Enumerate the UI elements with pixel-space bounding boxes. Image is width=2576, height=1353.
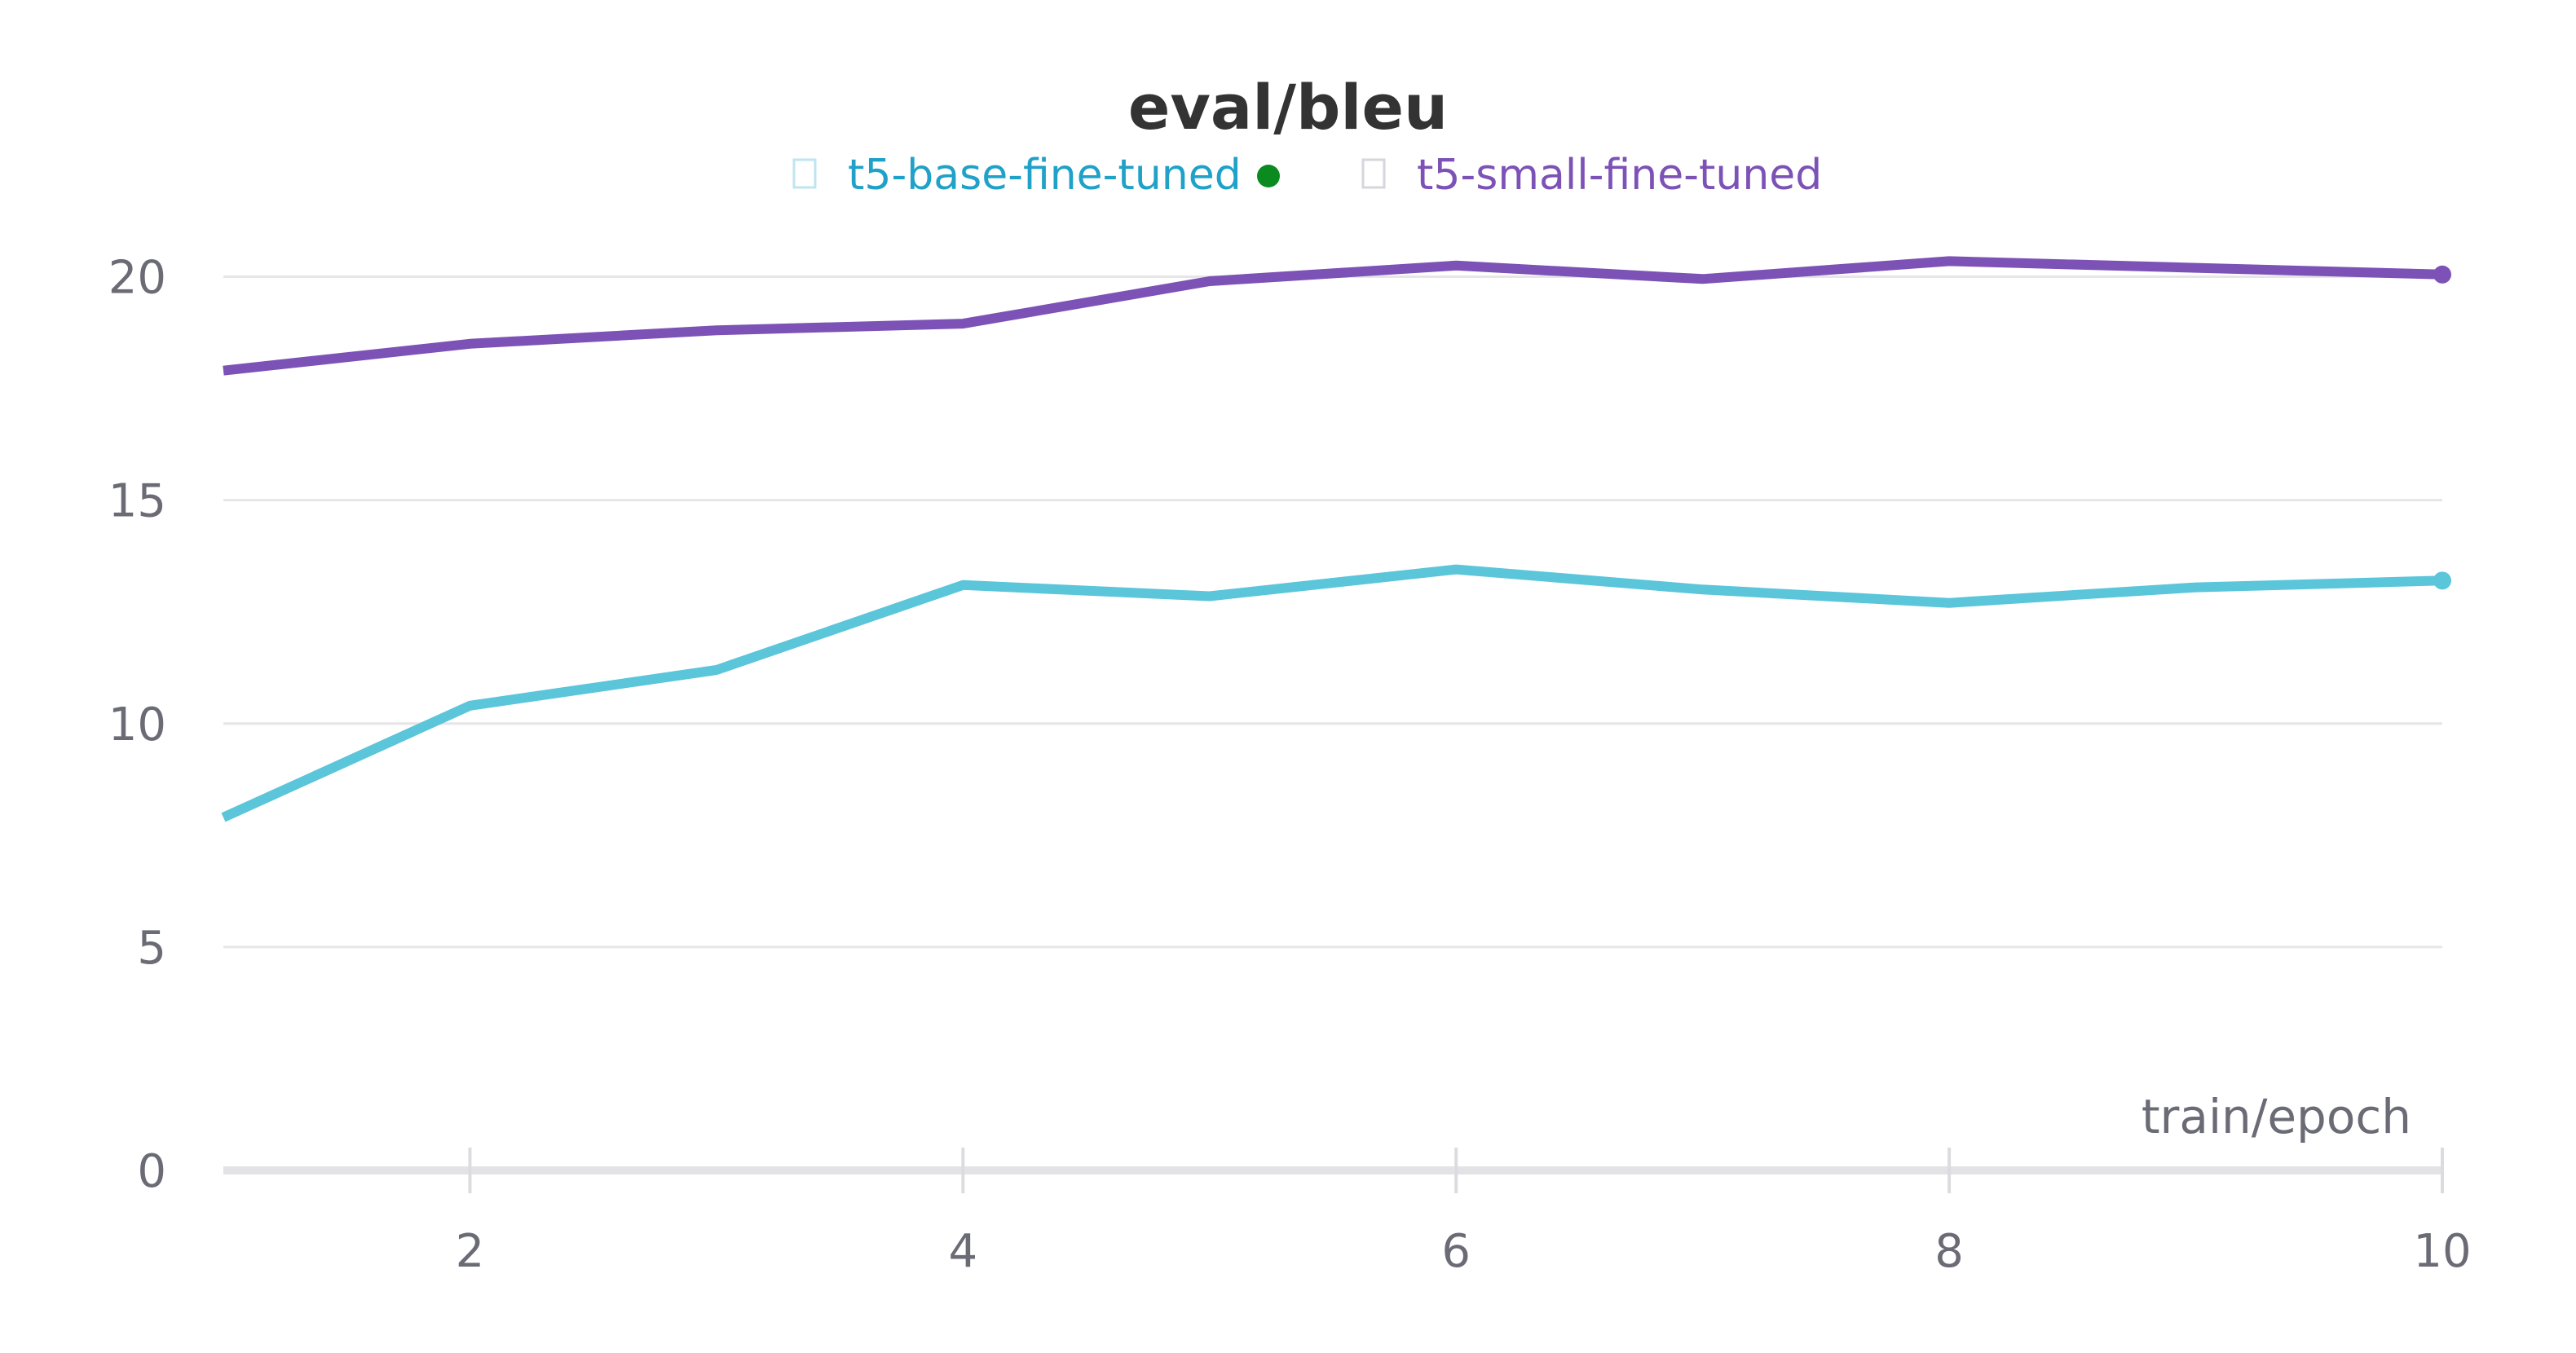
legend-swatch-t5-small-fine-tuned[interactable] — [1361, 158, 1386, 189]
series-endpoint-t5-small-fine-tuned — [2433, 265, 2451, 284]
x-tick-label-8: 8 — [1934, 1225, 1964, 1278]
legend: t5-base-fine-tuned t5-small-fine-tuned — [792, 151, 1822, 200]
x-tick-label-2: 2 — [456, 1225, 485, 1278]
y-tick-label-0: 0 — [137, 1145, 166, 1198]
x-tick-label-6: 6 — [1441, 1225, 1471, 1278]
series-endpoint-t5-base-fine-tuned — [2433, 571, 2451, 590]
y-tick-label-15: 15 — [108, 475, 166, 528]
x-axis: 2 4 6 8 10 — [223, 1148, 2472, 1278]
y-tick-label-20: 20 — [108, 252, 166, 305]
legend-swatch-t5-base-fine-tuned[interactable] — [792, 158, 817, 189]
gridlines — [223, 275, 2442, 949]
legend-label-t5-base-fine-tuned[interactable]: t5-base-fine-tuned — [848, 151, 1242, 200]
series-lines — [221, 256, 2451, 822]
series-line-t5-base-fine-tuned — [221, 564, 2443, 822]
y-tick-label-10: 10 — [108, 699, 166, 751]
y-axis: 0 5 10 15 20 — [108, 252, 166, 1198]
y-tick-label-5: 5 — [137, 922, 166, 975]
legend-label-t5-small-fine-tuned[interactable]: t5-small-fine-tuned — [1417, 151, 1822, 200]
x-tick-label-4: 4 — [949, 1225, 978, 1278]
chart-title: eval/bleu — [1128, 71, 1448, 143]
series-line-t5-small-fine-tuned — [223, 256, 2443, 376]
legend-active-marker-t5-base-fine-tuned — [1257, 165, 1280, 187]
x-axis-label: train/epoch — [2142, 1089, 2411, 1144]
x-tick-label-10: 10 — [2413, 1225, 2471, 1278]
